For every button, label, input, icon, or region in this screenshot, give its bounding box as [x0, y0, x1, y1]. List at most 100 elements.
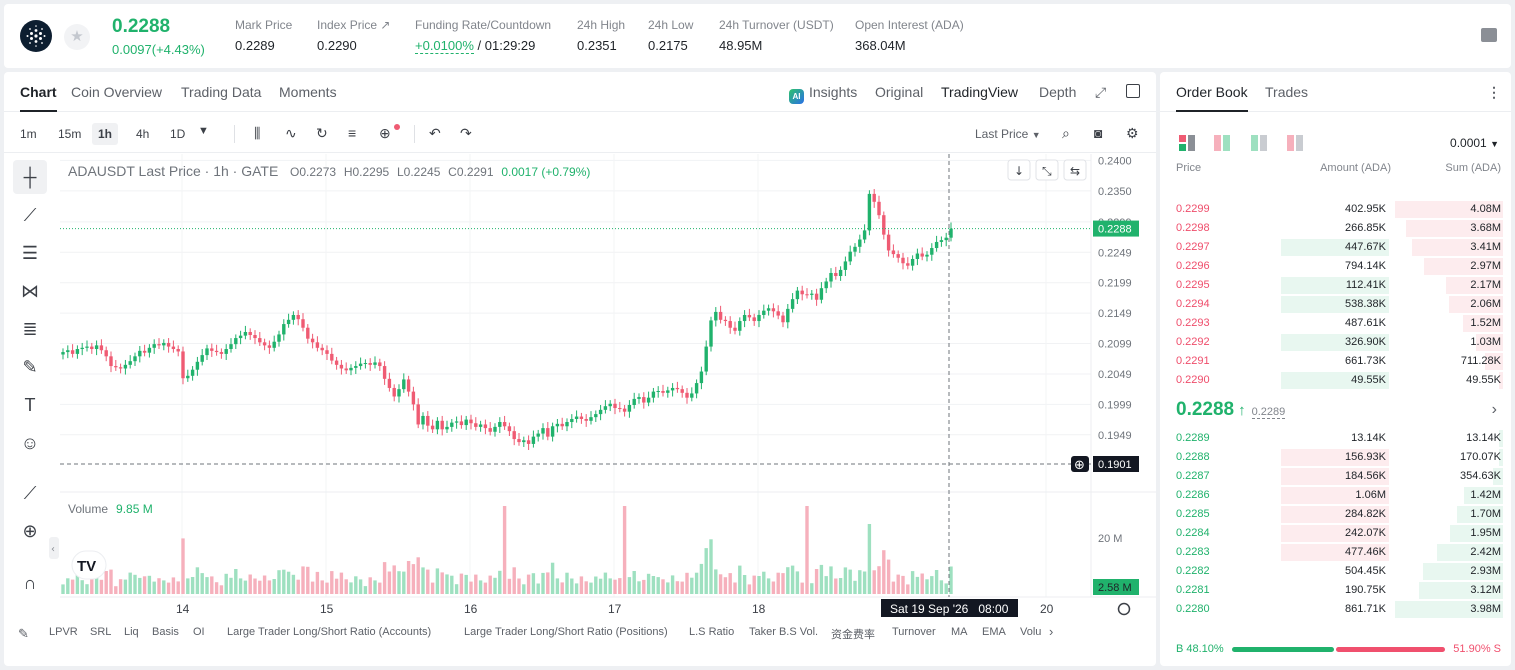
scroll-down-icon: ↓	[1014, 164, 1024, 178]
bid-row[interactable]: 0.2280 861.71K 3.98M	[1160, 600, 1511, 619]
ask-row[interactable]: 0.2292 326.90K 1.03M	[1160, 333, 1511, 352]
camera-icon[interactable]: ◙	[1094, 125, 1103, 141]
book-mode-asks-icon[interactable]	[1287, 135, 1303, 151]
indicator-funding-rate[interactable]: 资金费率	[831, 629, 875, 641]
trendline-icon[interactable]: ⟋	[23, 205, 37, 225]
timeframe-1d[interactable]: 1D	[170, 127, 186, 141]
bid-row[interactable]: 0.2289 13.14K 13.14K	[1160, 429, 1511, 448]
pattern-icon[interactable]: ⋈	[21, 281, 39, 301]
stat-24h-low: 24h Low 0.2175	[648, 18, 693, 53]
precision-select[interactable]: 0.0001 ▼	[1450, 136, 1499, 150]
settings-gear-icon[interactable]: ⚙	[1126, 125, 1139, 141]
tab-order-book[interactable]: Order Book	[1176, 84, 1248, 112]
bid-row[interactable]: 0.2282 504.45K 2.93M	[1160, 562, 1511, 581]
ask-row[interactable]: 0.2299 402.95K 4.08M	[1160, 200, 1511, 219]
price-type-select[interactable]: Last Price ▼	[975, 127, 1041, 141]
insights-button[interactable]: AI Insights	[789, 84, 857, 104]
ask-row[interactable]: 0.2291 661.73K 711.28K	[1160, 352, 1511, 371]
bid-row[interactable]: 0.2286 1.06M 1.42M	[1160, 486, 1511, 505]
ruler-icon[interactable]: ⟋	[23, 483, 37, 503]
funding-rate-value[interactable]: +0.0100%	[415, 38, 474, 54]
ask-row[interactable]: 0.2298 266.85K 3.68M	[1160, 219, 1511, 238]
candle-body	[656, 390, 660, 392]
ask-row[interactable]: 0.2295 112.41K 2.17M	[1160, 276, 1511, 295]
timeframe-1m[interactable]: 1m	[20, 127, 37, 141]
book-icon[interactable]	[1481, 28, 1497, 42]
book-mode-both-alt-icon[interactable]	[1214, 135, 1230, 151]
more-options-icon[interactable]: ⋮	[1487, 84, 1501, 100]
candle-body	[853, 246, 857, 252]
window-icon[interactable]	[1126, 84, 1140, 98]
row-sum: 354.63K	[1460, 470, 1501, 482]
bid-row[interactable]: 0.2287 184.56K 354.63K	[1160, 467, 1511, 486]
candle-type-icon[interactable]: ⫼	[254, 125, 261, 141]
crosshair-icon[interactable]: ┼	[13, 160, 47, 194]
indicator-liq[interactable]: Liq	[124, 626, 139, 638]
timeframe-1h[interactable]: 1h	[92, 123, 119, 145]
tab-trading-data[interactable]: Trading Data	[181, 84, 262, 100]
emoji-icon[interactable]: ☺	[20, 433, 40, 453]
horizontal-lines-icon[interactable]: ☰	[21, 243, 39, 263]
brush-icon[interactable]: ✎	[22, 357, 38, 377]
sum-depth-bar	[1484, 353, 1503, 370]
ask-row[interactable]: 0.2296 794.14K 2.97M	[1160, 257, 1511, 276]
magnet-icon[interactable]: ∩	[23, 573, 37, 593]
fullscreen-icon[interactable]: ⤢	[1095, 84, 1107, 100]
timeframe-dropdown-icon[interactable]: ▼	[198, 125, 209, 137]
redo-icon[interactable]: ↷	[460, 125, 472, 141]
view-depth[interactable]: Depth	[1039, 84, 1077, 100]
tab-trades[interactable]: Trades	[1265, 84, 1309, 100]
indicator-oi[interactable]: OI	[193, 626, 205, 638]
text-icon[interactable]: T	[24, 395, 36, 415]
book-mode-both-icon[interactable]	[1179, 135, 1195, 151]
indicators-icon[interactable]: ∿	[285, 125, 297, 141]
view-tradingview[interactable]: TradingView	[941, 84, 1019, 100]
indicator-ls-ratio[interactable]: L.S Ratio	[689, 626, 735, 638]
tab-chart[interactable]: Chart	[20, 84, 57, 112]
indicator-ma[interactable]: MA	[951, 626, 968, 638]
row-sum: 3.68M	[1470, 222, 1501, 234]
indicator-taker-bs-vol[interactable]: Taker B.S Vol.	[749, 626, 819, 638]
bid-row[interactable]: 0.2285 284.82K 1.70M	[1160, 505, 1511, 524]
ask-row[interactable]: 0.2290 49.55K 49.55K	[1160, 371, 1511, 390]
price-chart[interactable]: 0.24000.23500.22990.22490.21990.21490.20…	[4, 72, 1156, 666]
search-icon[interactable]: ⌕	[1062, 125, 1070, 141]
candle-body	[118, 367, 123, 369]
volume-bar	[474, 574, 478, 594]
ask-row[interactable]: 0.2293 487.61K 1.52M	[1160, 314, 1511, 333]
tab-coin-overview[interactable]: Coin Overview	[71, 84, 163, 100]
undo-icon[interactable]: ↶	[429, 125, 441, 141]
candle-body	[757, 314, 761, 322]
chevron-right-icon[interactable]: ›	[1491, 401, 1497, 418]
edit-pencil-icon[interactable]: ✎	[18, 626, 29, 641]
timeframe-15m[interactable]: 15m	[58, 127, 82, 141]
stat-index-price[interactable]: Index Price ↗ 0.2290	[317, 18, 390, 53]
bid-row[interactable]: 0.2281 190.75K 3.12M	[1160, 581, 1511, 600]
replay-icon[interactable]: ↻	[316, 125, 328, 141]
indicator-turnover[interactable]: Turnover	[892, 626, 936, 638]
chevron-right-icon[interactable]: ›	[1049, 624, 1054, 639]
bid-row[interactable]: 0.2284 242.07K 1.95M	[1160, 524, 1511, 543]
candle-body	[680, 389, 684, 393]
view-original[interactable]: Original	[875, 84, 924, 100]
book-mode-bids-icon[interactable]	[1251, 135, 1267, 151]
favorite-star-icon[interactable]: ★	[64, 24, 90, 50]
indicator-srl[interactable]: SRL	[90, 626, 112, 638]
ask-row[interactable]: 0.2294 538.38K 2.06M	[1160, 295, 1511, 314]
indicator-large-trader-positions[interactable]: Large Trader Long/Short Ratio (Positions…	[464, 626, 668, 638]
indicator-ema[interactable]: EMA	[982, 626, 1006, 638]
templates-icon[interactable]: ≡	[348, 125, 357, 141]
bid-row[interactable]: 0.2288 156.93K 170.07K	[1160, 448, 1511, 467]
indicator-basis[interactable]: Basis	[152, 626, 179, 638]
timeframe-4h[interactable]: 4h	[136, 127, 150, 141]
fib-icon[interactable]: ≣	[22, 319, 38, 339]
bid-row[interactable]: 0.2283 477.46K 2.42M	[1160, 543, 1511, 562]
indicator-volume[interactable]: Volu	[1020, 626, 1042, 638]
volume-bar	[757, 576, 761, 594]
ask-row[interactable]: 0.2297 447.67K 3.41M	[1160, 238, 1511, 257]
indicator-lpvr[interactable]: LPVR	[49, 626, 78, 638]
add-indicator-icon[interactable]: ⊕	[379, 125, 391, 141]
tab-moments[interactable]: Moments	[279, 84, 337, 100]
indicator-large-trader-accounts[interactable]: Large Trader Long/Short Ratio (Accounts)	[227, 626, 432, 638]
zoom-in-icon[interactable]: ⊕	[22, 521, 38, 541]
